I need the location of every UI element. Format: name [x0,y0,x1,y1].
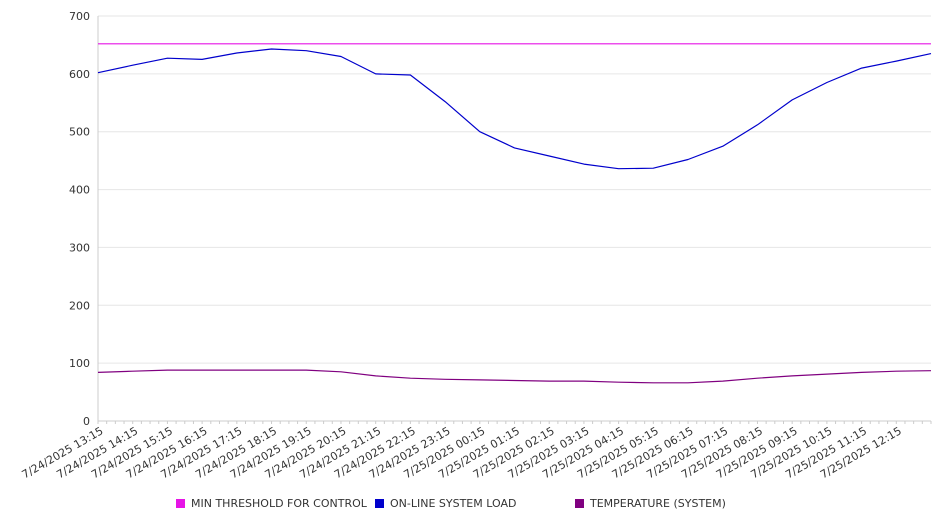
axes [97,16,932,424]
legend-item-threshold[interactable]: MIN THRESHOLD FOR CONTROL [176,497,367,510]
y-tick-label: 600 [69,68,90,81]
legend-swatch-threshold [176,499,185,508]
legend-label-system-load: ON-LINE SYSTEM LOAD [390,497,517,510]
legend-swatch-temperature [575,499,584,508]
legend-label-threshold: MIN THRESHOLD FOR CONTROL [191,497,367,510]
series-line-temperature [97,369,932,384]
legend-item-system-load[interactable]: ON-LINE SYSTEM LOAD [375,497,516,510]
line-chart: 0 100 200 300 400 500 600 700 7/24/2025 13:157/… [20,10,932,481]
legend-item-temperature[interactable]: TEMPERATURE (SYSTEM) [575,497,726,510]
legend: MIN THRESHOLD FOR CONTROL ON-LINE SYSTEM… [0,497,946,515]
legend-label-temperature: TEMPERATURE (SYSTEM) [590,497,726,510]
y-tick-labels: 0 100 200 300 400 500 600 700 [69,10,90,428]
y-tick-label: 0 [83,415,90,428]
series-lines [97,43,932,384]
y-tick-label: 200 [69,299,90,312]
y-tick-label: 500 [69,126,90,139]
y-tick-label: 300 [69,241,90,254]
y-tick-label: 100 [69,357,90,370]
series-line-system-load [97,48,932,170]
grid-lines [98,15,931,364]
legend-swatch-system-load [375,499,384,508]
x-tick-labels: 7/24/2025 13:157/24/2025 14:157/24/2025 … [20,424,904,481]
y-tick-label: 700 [69,10,90,23]
y-tick-label: 400 [69,184,90,197]
